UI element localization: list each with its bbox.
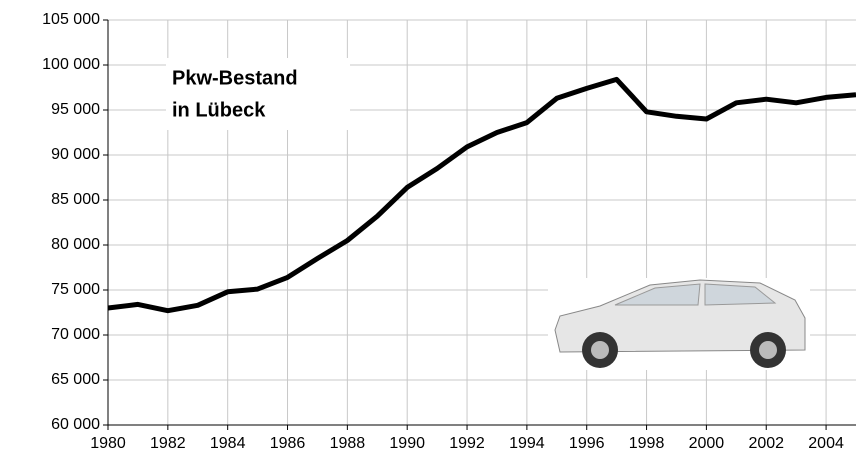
car-windows [614,283,777,306]
y-tick-label: 105 000 [42,11,100,28]
title-line: in Lübeck [172,99,266,121]
x-tick-label: 2002 [748,435,784,452]
x-tick-label: 1996 [569,435,605,452]
y-tick-label: 85 000 [51,191,100,208]
car-hub [759,341,777,359]
data-line [107,76,856,314]
x-tick-label: 1990 [389,435,425,452]
title-box [166,58,350,130]
x-tick-label: 1998 [629,435,665,452]
y-tick-label: 95 000 [51,101,100,118]
x-tick-label: 1982 [150,435,186,452]
car-hub [591,341,609,359]
x-tick-label: 1988 [330,435,366,452]
car-picture [548,278,810,370]
y-tick-label: 80 000 [51,236,100,253]
y-tick-label: 90 000 [51,146,100,163]
x-tick-label: 1980 [90,435,126,452]
x-tick-label: 1986 [270,435,306,452]
y-tick-label: 75 000 [51,281,100,298]
x-tick-label: 1994 [509,435,545,452]
title-line: Pkw-Bestand [172,67,298,89]
x-tick-label: 2000 [689,435,725,452]
x-tick-label: 2004 [808,435,844,452]
y-tick-label: 70 000 [51,326,100,343]
y-tick-label: 100 000 [42,56,100,73]
y-tick-label: 65 000 [51,371,100,388]
x-tick-label: 1984 [210,435,246,452]
y-tick-label: 60 000 [51,416,100,433]
x-tick-label: 1992 [449,435,485,452]
